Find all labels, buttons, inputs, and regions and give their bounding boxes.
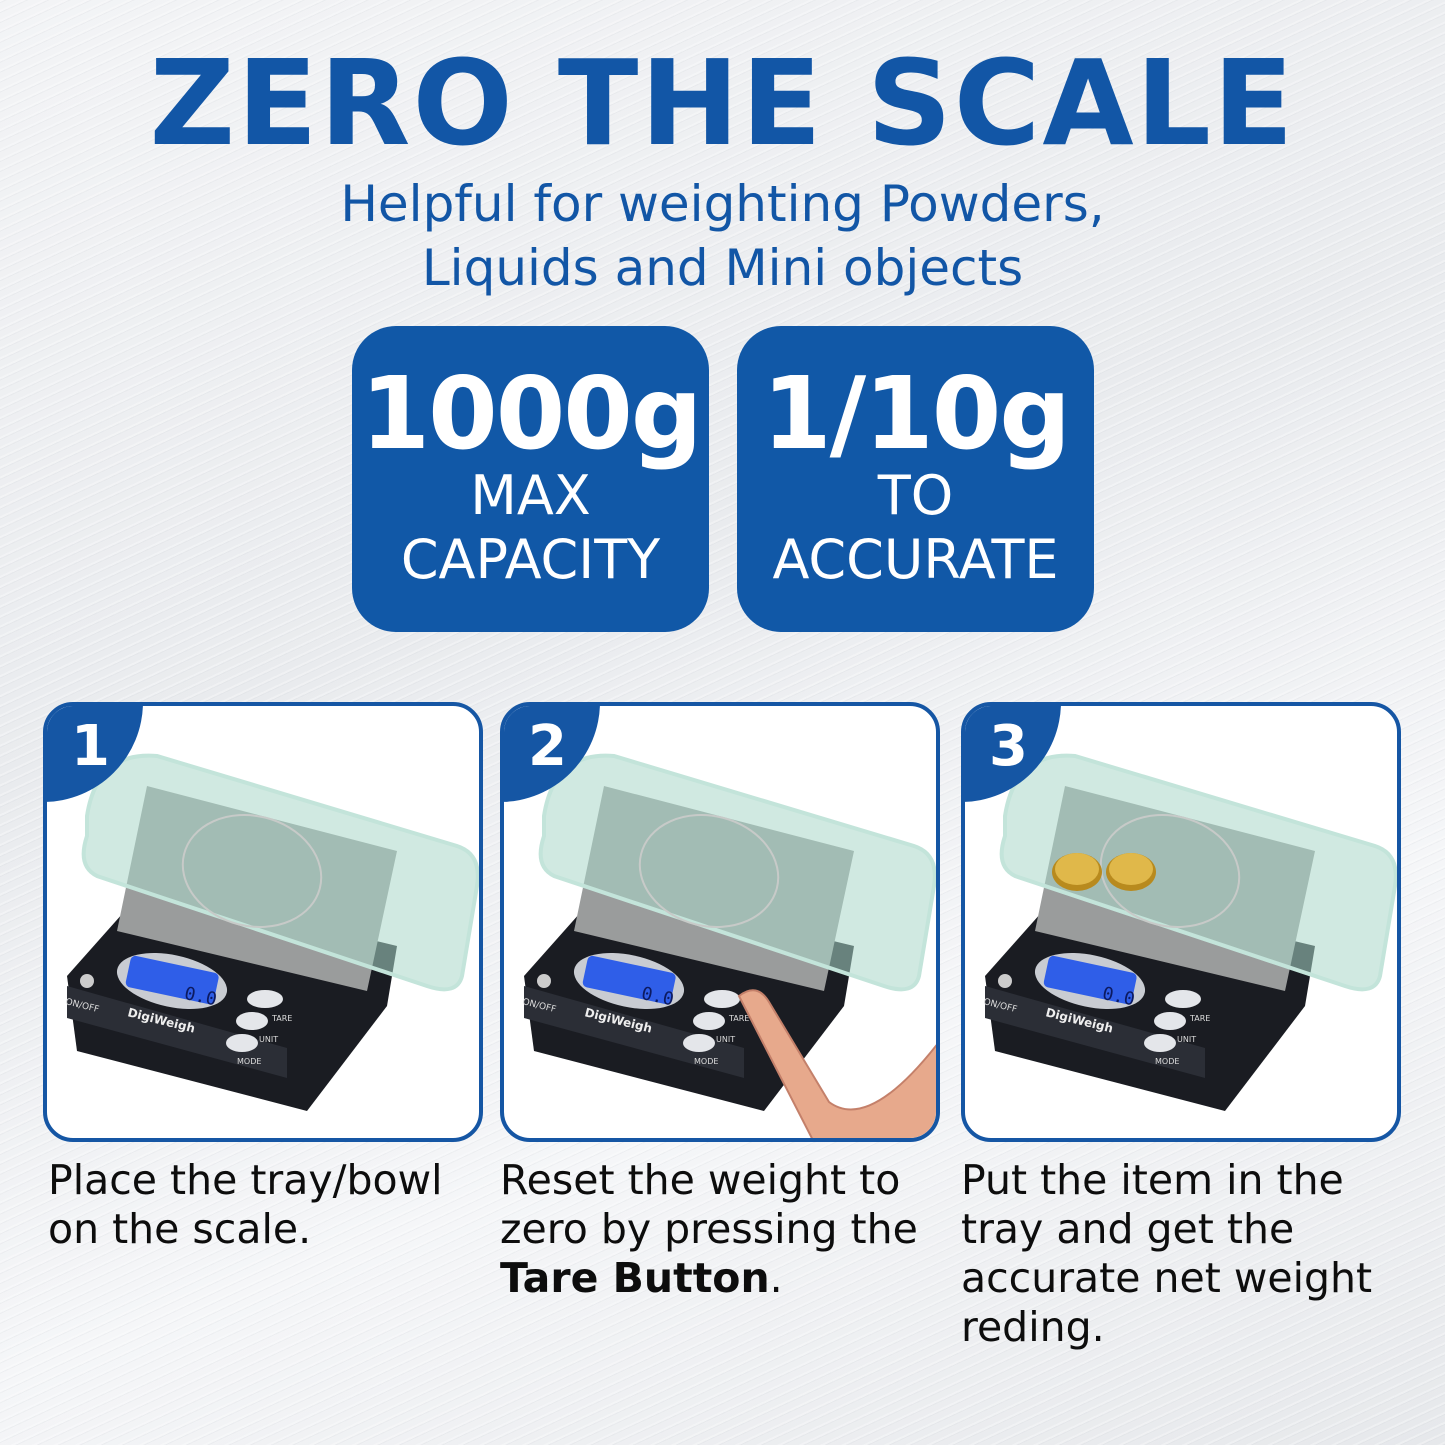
scale-shape bbox=[998, 974, 1012, 988]
badge-line-1: MAX bbox=[470, 464, 591, 527]
scale-shape bbox=[537, 974, 551, 988]
scale-shape bbox=[181, 814, 323, 928]
scale-label: UNIT bbox=[716, 1035, 735, 1044]
scale-label: MODE bbox=[237, 1057, 261, 1066]
scale-shape bbox=[226, 1034, 258, 1052]
accuracy-badge: 1/10g TO ACCURATE bbox=[737, 326, 1094, 632]
scale-shape bbox=[1165, 990, 1201, 1008]
scale-shape bbox=[1109, 853, 1153, 885]
badge-line-1: TO bbox=[877, 464, 954, 527]
subtitle: Helpful for weighting Powders, Liquids a… bbox=[0, 172, 1445, 300]
step-panel-3: 0.0 ON/OFF DigiWeigh TARE UNIT MODE 3 bbox=[961, 702, 1401, 1142]
page-title: ZERO THE SCALE bbox=[149, 34, 1296, 172]
badge-line-2: CAPACITY bbox=[400, 528, 661, 591]
scale-shape bbox=[1154, 1012, 1186, 1030]
scale-shape bbox=[1055, 853, 1099, 885]
coins-icon bbox=[1052, 853, 1156, 891]
step-caption-1: Place the tray/bowl on the scale. bbox=[48, 1156, 478, 1254]
scale-shape bbox=[582, 955, 676, 1005]
caption-text: Place the tray/bowl on the scale. bbox=[48, 1156, 443, 1253]
scale-label: UNIT bbox=[1177, 1035, 1196, 1044]
step-caption-2: Reset the weight to zero by pressing the… bbox=[500, 1156, 940, 1303]
finger-icon bbox=[737, 989, 936, 1138]
scale-shape bbox=[683, 1034, 715, 1052]
scale-label: UNIT bbox=[259, 1035, 278, 1044]
step-caption-3: Put the item in the tray and get the acc… bbox=[961, 1156, 1401, 1352]
caption-text: Reset the weight to zero by pressing the bbox=[500, 1156, 918, 1253]
caption-bold-text: Tare Button bbox=[500, 1254, 770, 1302]
caption-text-end: . bbox=[769, 1254, 783, 1302]
capacity-badge: 1000g MAX CAPACITY bbox=[352, 326, 709, 632]
step-panel-1: 0.0 ON/OFF DigiWeigh TARE UNIT MODE 1 bbox=[43, 702, 483, 1142]
scale-shape bbox=[985, 986, 1205, 1078]
badge-value: 1000g bbox=[360, 355, 703, 472]
scale-label: MODE bbox=[694, 1057, 718, 1066]
subtitle-line-2: Liquids and Mini objects bbox=[421, 239, 1024, 297]
scale-label: TARE bbox=[1189, 1014, 1210, 1023]
step-panel-2: 0.0 ON/OFF DigiWeigh TARE UNIT MODE 2 bbox=[500, 702, 940, 1142]
scale-shape bbox=[67, 986, 287, 1078]
scale-shape bbox=[1099, 814, 1241, 928]
scale-shape bbox=[1144, 1034, 1176, 1052]
scale-shape bbox=[638, 814, 780, 928]
subtitle-line-1: Helpful for weighting Powders, bbox=[340, 175, 1105, 233]
scale-label: TARE bbox=[271, 1014, 292, 1023]
scale-shape bbox=[693, 1012, 725, 1030]
scale-shape bbox=[125, 955, 219, 1005]
scale-shape bbox=[236, 1012, 268, 1030]
scale-label: MODE bbox=[1155, 1057, 1179, 1066]
badge-line-2: ACCURATE bbox=[772, 528, 1059, 591]
caption-text: Put the item in the tray and get the acc… bbox=[961, 1156, 1373, 1351]
scale-shape bbox=[1043, 955, 1137, 1005]
scale-shape bbox=[524, 986, 744, 1078]
scale-shape bbox=[704, 990, 740, 1008]
scale-shape bbox=[247, 990, 283, 1008]
scale-label: TARE bbox=[728, 1014, 749, 1023]
scale-shape bbox=[80, 974, 94, 988]
badge-value: 1/10g bbox=[762, 355, 1071, 472]
